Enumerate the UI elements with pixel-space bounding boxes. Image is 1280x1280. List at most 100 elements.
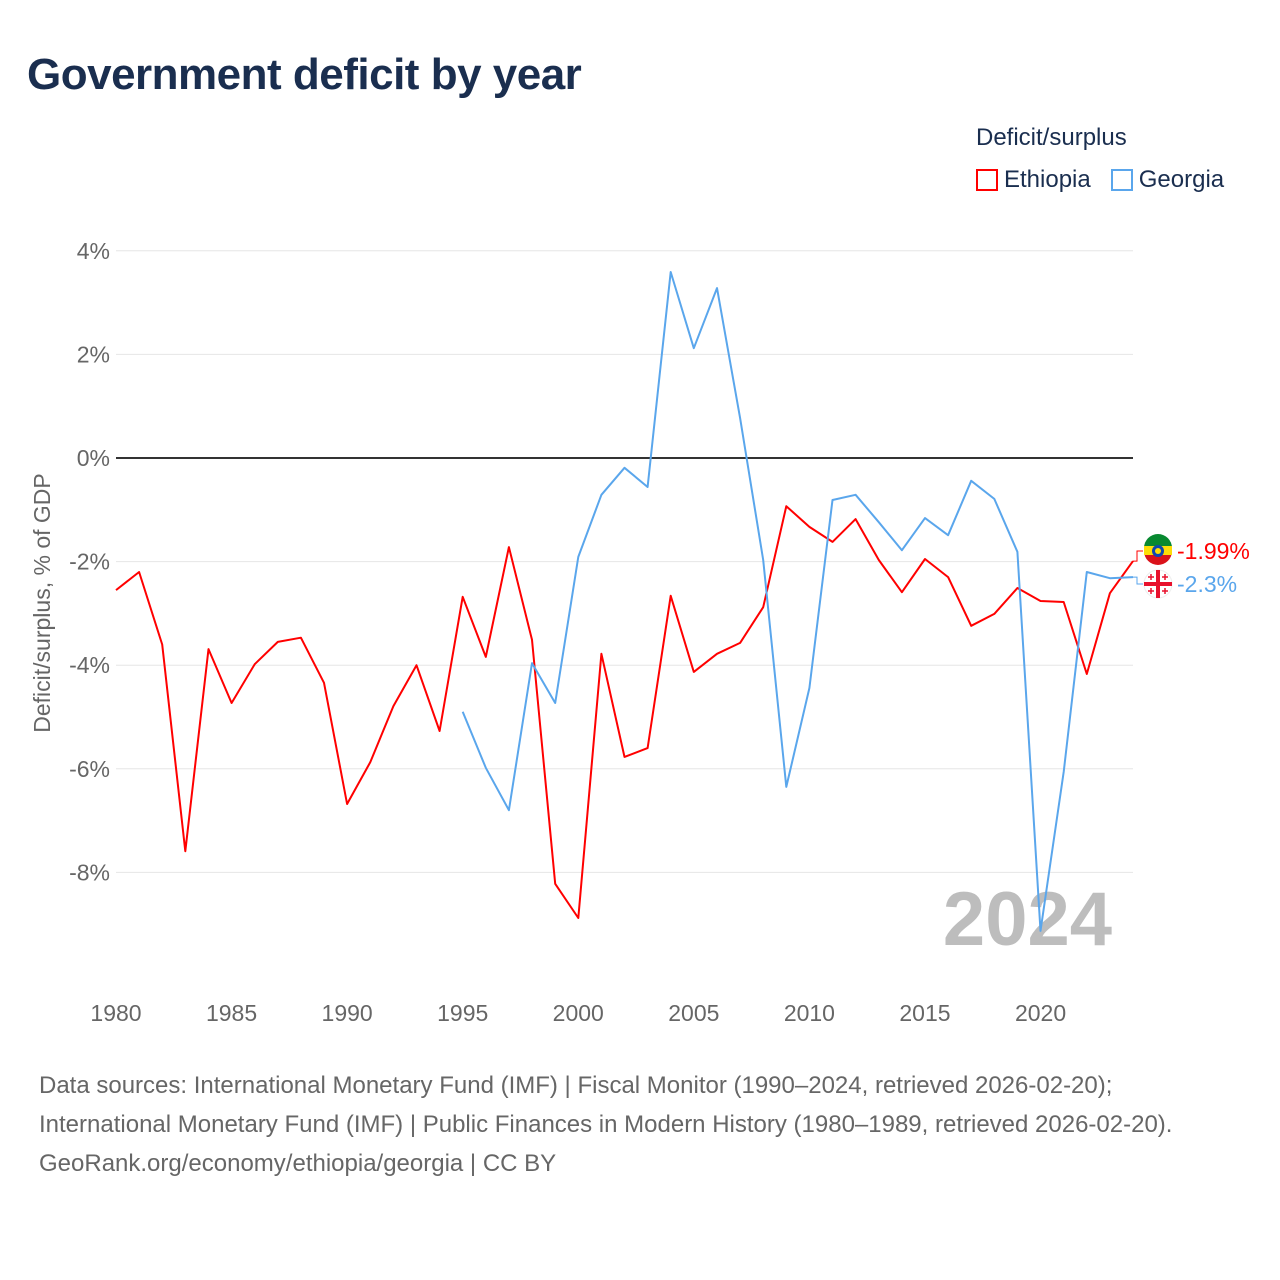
legend-swatch-georgia	[1110, 169, 1133, 191]
data-point-ethiopia	[852, 515, 860, 523]
data-point-ethiopia	[967, 622, 975, 630]
data-point-ethiopia	[690, 668, 698, 676]
series-line-georgia	[461, 271, 1134, 932]
x-tick-label: 2020	[1015, 1000, 1066, 1026]
data-point-georgia	[921, 514, 929, 522]
y-tick-label: 2%	[77, 341, 110, 367]
data-point-georgia	[459, 708, 467, 716]
data-point-ethiopia	[1083, 670, 1091, 678]
data-point-georgia	[528, 659, 536, 667]
data-point-georgia	[759, 556, 767, 564]
data-point-ethiopia	[713, 650, 721, 658]
y-tick-label: -4%	[69, 652, 110, 678]
data-point-ethiopia	[1037, 597, 1045, 605]
data-point-georgia	[852, 491, 860, 499]
data-point-ethiopia	[251, 660, 259, 668]
legend-swatch-ethiopia	[976, 169, 998, 191]
data-point-ethiopia	[1106, 589, 1114, 597]
watermark-year: 2024	[943, 877, 1112, 962]
credit-link[interactable]: GeoRank.org/economy/ethiopia/georgia | C…	[39, 1150, 557, 1177]
data-point-ethiopia	[436, 727, 444, 735]
data-point-georgia	[782, 783, 790, 791]
data-point-ethiopia	[412, 661, 420, 669]
legend-label-georgia: Georgia	[1138, 166, 1225, 193]
data-point-ethiopia	[528, 636, 536, 644]
data-point-ethiopia	[597, 650, 605, 658]
data-point-georgia	[875, 518, 883, 526]
data-point-ethiopia	[875, 556, 883, 564]
data-point-ethiopia	[366, 758, 374, 766]
data-point-ethiopia	[782, 502, 790, 510]
data-point-ethiopia	[944, 573, 952, 581]
chart-title: Government deficit by year	[27, 50, 582, 99]
data-point-ethiopia	[320, 679, 328, 687]
flag-georgia-icon	[1143, 569, 1173, 599]
flag-ethiopia-icon	[1144, 534, 1172, 565]
data-point-ethiopia	[181, 847, 189, 855]
y-tick-label: 0%	[77, 445, 110, 471]
data-point-georgia	[574, 553, 582, 561]
data-point-georgia	[644, 483, 652, 491]
data-point-ethiopia	[505, 543, 513, 551]
x-tick-label: 1990	[322, 1000, 373, 1026]
end-label-ethiopia: -1.99%	[1177, 538, 1250, 564]
data-point-ethiopia	[204, 645, 212, 653]
legend-label-ethiopia: Ethiopia	[1004, 166, 1091, 193]
x-tick-label: 2015	[899, 1000, 950, 1026]
y-tick-label: -2%	[69, 549, 110, 575]
footer: Data sources: International Monetary Fun…	[39, 1066, 1239, 1183]
data-point-georgia	[1083, 568, 1091, 576]
data-point-ethiopia	[990, 610, 998, 618]
end-label-georgia: -2.3%	[1177, 571, 1237, 597]
data-point-ethiopia	[274, 638, 282, 646]
data-point-ethiopia	[158, 640, 166, 648]
data-point-georgia	[1060, 768, 1068, 776]
data-point-georgia	[690, 344, 698, 352]
data-point-ethiopia	[343, 800, 351, 808]
y-tick-label: -8%	[69, 859, 110, 885]
data-point-ethiopia	[135, 568, 143, 576]
data-point-ethiopia	[921, 555, 929, 563]
end-label-connector	[1133, 550, 1143, 562]
x-tick-label: 1995	[437, 1000, 488, 1026]
data-point-georgia	[898, 546, 906, 554]
data-point-ethiopia	[551, 880, 559, 888]
data-point-georgia	[990, 495, 998, 503]
x-tick-label: 2005	[668, 1000, 719, 1026]
data-point-ethiopia	[829, 538, 837, 546]
x-tick-label: 2000	[553, 1000, 604, 1026]
series-line-ethiopia	[115, 505, 1134, 919]
x-tick-label: 1980	[90, 1000, 141, 1026]
data-point-ethiopia	[621, 753, 629, 761]
data-point-georgia	[967, 477, 975, 485]
data-point-ethiopia	[112, 586, 120, 594]
data-point-georgia	[597, 491, 605, 499]
data-point-georgia	[1037, 927, 1045, 935]
data-point-ethiopia	[759, 603, 767, 611]
data-point-ethiopia	[228, 699, 236, 707]
data-point-georgia	[736, 414, 744, 422]
legend-item-georgia[interactable]: Georgia	[1110, 166, 1225, 194]
data-point-georgia	[482, 764, 490, 772]
data-point-ethiopia	[389, 702, 397, 710]
data-point-georgia	[1013, 548, 1021, 556]
data-point-ethiopia	[644, 744, 652, 752]
y-axis-label: Deficit/surplus, % of GDP	[29, 473, 55, 732]
y-tick-label: -6%	[69, 756, 110, 782]
legend-item-ethiopia[interactable]: Ethiopia	[976, 166, 1091, 194]
data-point-georgia	[551, 699, 559, 707]
end-label-connector	[1133, 576, 1143, 585]
data-point-georgia	[621, 464, 629, 472]
data-point-georgia	[505, 806, 513, 814]
data-point-ethiopia	[459, 593, 467, 601]
data-point-georgia	[1106, 574, 1114, 582]
data-point-georgia	[805, 684, 813, 692]
data-point-ethiopia	[736, 639, 744, 647]
x-tick-label: 1985	[206, 1000, 257, 1026]
y-tick-label: 4%	[77, 238, 110, 264]
data-sources: Data sources: International Monetary Fun…	[39, 1072, 1173, 1138]
legend: Ethiopia Georgia	[976, 166, 1224, 194]
legend-title: Deficit/surplus	[976, 124, 1127, 151]
data-point-ethiopia	[898, 588, 906, 596]
